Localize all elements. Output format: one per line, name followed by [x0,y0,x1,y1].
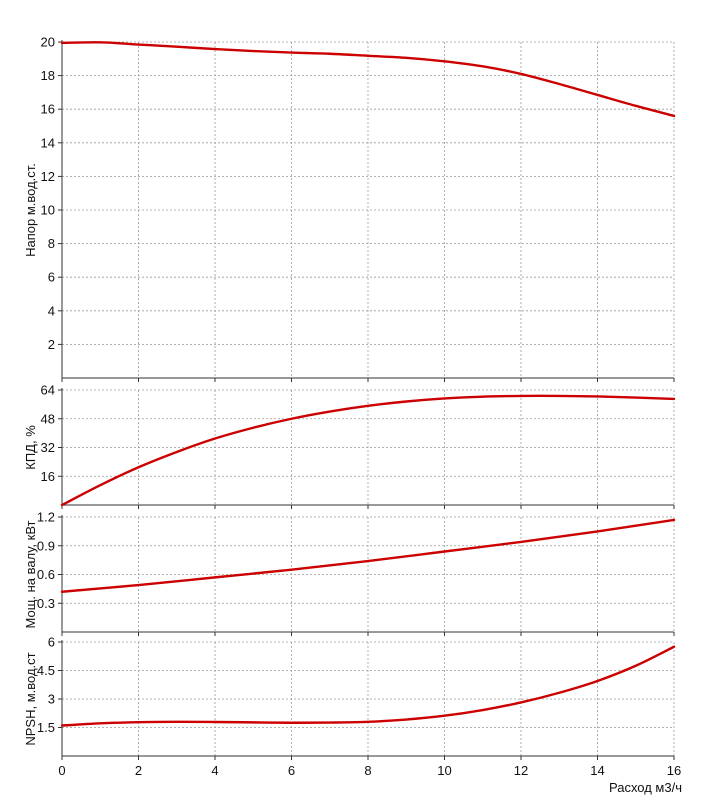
panel-efficiency: 16 32 48 64 КПД, % [23,383,676,509]
y-tick-label-head-9: 20 [41,35,55,50]
y-tick-label-head-1: 4 [48,303,55,318]
y-tick-label-npsh-3: 6 [48,635,55,650]
panel-head: 2 4 6 8 10 12 14 16 18 20 Напор м.вод.ст. [23,35,676,382]
x-axis: 0 2 4 6 8 10 12 14 16 Расход м3/ч [58,763,682,795]
y-tick-label-head-0: 2 [48,337,55,352]
y-tick-label-power-1: 0.6 [37,567,55,582]
y-tick-label-head-8: 18 [41,68,55,83]
x-tick-label-7: 14 [590,763,604,778]
y-tick-label-head-4: 10 [41,203,55,218]
x-tick-label-3: 6 [288,763,295,778]
series-line-npsh [60,645,676,727]
series-line-power [60,518,676,593]
x-tick-label-2: 4 [211,763,218,778]
y-axis-title-efficiency: КПД, % [23,425,38,470]
y-tick-label-head-3: 8 [48,236,55,251]
x-tick-label-1: 2 [135,763,142,778]
panels-layer: 2 4 6 8 10 12 14 16 18 20 Напор м.вод.ст. 16 32 48 64 К… [23,35,676,760]
y-axis-title-head: Напор м.вод.ст. [23,163,38,257]
y-tick-label-head-7: 16 [41,102,55,117]
y-axis-title-npsh: NPSH, м.вод.ст [23,652,38,745]
x-tick-label-6: 12 [514,763,528,778]
y-tick-label-npsh-1: 3 [48,692,55,707]
y-tick-label-npsh-2: 4.5 [37,663,55,678]
y-tick-label-head-2: 6 [48,270,55,285]
x-tick-label-5: 10 [437,763,451,778]
panel-npsh: 1.5 3 4.5 6 NPSH, м.вод.ст [23,635,676,760]
y-tick-label-power-3: 1.2 [37,510,55,525]
y-tick-label-npsh-0: 1.5 [37,720,55,735]
x-tick-label-0: 0 [58,763,65,778]
y-tick-label-head-6: 14 [41,135,55,150]
y-tick-label-efficiency-2: 48 [41,411,55,426]
x-axis-title: Расход м3/ч [609,780,682,795]
series-line-efficiency [60,394,676,507]
y-tick-label-power-2: 0.9 [37,538,55,553]
y-tick-label-efficiency-0: 16 [41,469,55,484]
y-tick-label-efficiency-1: 32 [41,440,55,455]
x-tick-label-8: 16 [667,763,681,778]
y-tick-label-head-5: 12 [41,169,55,184]
y-axis-title-power: Мощ. на валу, кВт [23,520,38,628]
y-tick-label-power-0: 0.3 [37,596,55,611]
y-tick-label-efficiency-3: 64 [41,383,55,398]
series-line-head [60,41,676,118]
x-tick-label-4: 8 [364,763,371,778]
